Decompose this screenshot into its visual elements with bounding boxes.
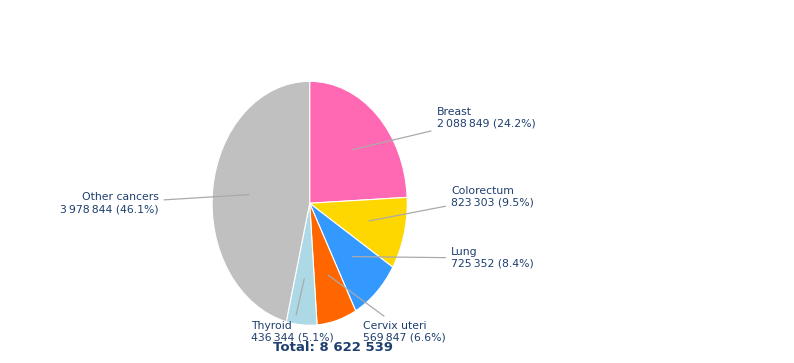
Text: Other cancers
3 978 844 (46.1%): Other cancers 3 978 844 (46.1%) (60, 192, 249, 214)
Text: Breast
2 088 849 (24.2%): Breast 2 088 849 (24.2%) (353, 107, 535, 150)
Text: Colorectum
823 303 (9.5%): Colorectum 823 303 (9.5%) (369, 186, 534, 221)
Wedge shape (310, 81, 407, 203)
Text: Number of new cases in 2018, females, all ages: Number of new cases in 2018, females, al… (181, 17, 613, 32)
Text: Thyroid
436 344 (5.1%): Thyroid 436 344 (5.1%) (251, 279, 333, 342)
Wedge shape (310, 203, 393, 311)
Text: Lung
725 352 (8.4%): Lung 725 352 (8.4%) (353, 247, 534, 269)
Wedge shape (310, 203, 356, 325)
Text: Total: 8 622 539: Total: 8 622 539 (273, 341, 394, 354)
Wedge shape (212, 81, 310, 322)
Text: Cervix uteri
569 847 (6.6%): Cervix uteri 569 847 (6.6%) (328, 275, 446, 342)
Wedge shape (287, 203, 317, 325)
Wedge shape (310, 197, 407, 267)
